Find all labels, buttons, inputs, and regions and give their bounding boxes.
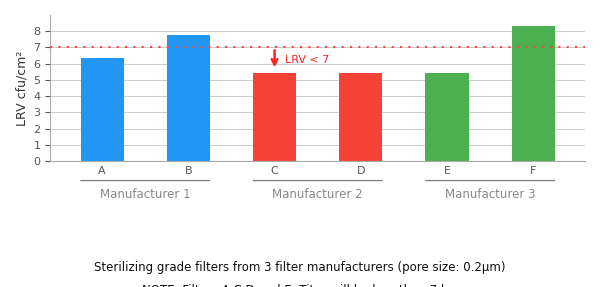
Text: NOTE: Filters A,C,D and E, Titer will be less than 7 log: NOTE: Filters A,C,D and E, Titer will be… [142, 284, 458, 287]
Text: Sterilizing grade filters from 3 filter manufacturers (pore size: 0.2μm): Sterilizing grade filters from 3 filter … [94, 261, 506, 274]
Text: Manufacturer 3: Manufacturer 3 [445, 188, 535, 201]
Text: Manufacturer 1: Manufacturer 1 [100, 188, 191, 201]
Bar [80, 58, 124, 161]
Bar [425, 73, 469, 161]
Bar [512, 26, 555, 161]
Y-axis label: LRV cfu/cm²: LRV cfu/cm² [15, 50, 28, 126]
Bar [167, 35, 210, 161]
Bar [339, 73, 382, 161]
Text: LRV < 7: LRV < 7 [285, 55, 329, 65]
Text: Manufacturer 2: Manufacturer 2 [272, 188, 363, 201]
Bar [253, 73, 296, 161]
